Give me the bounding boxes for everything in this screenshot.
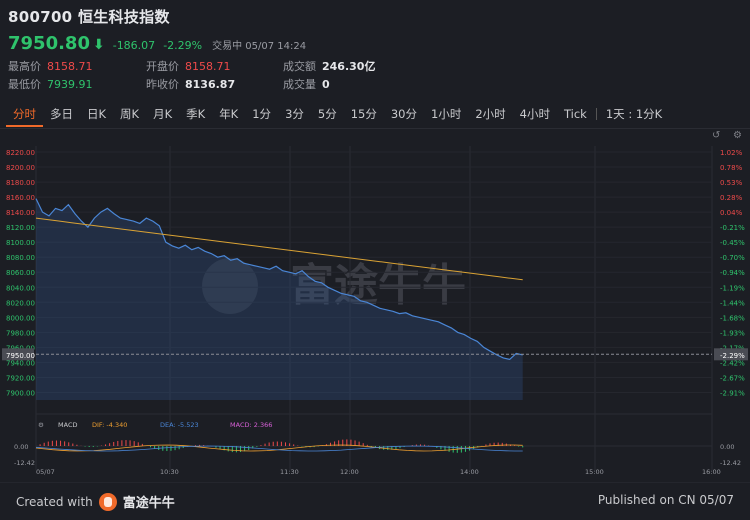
y-tick-right-8: -0.94% xyxy=(720,269,745,277)
y-tick-right-10: -1.44% xyxy=(720,299,745,307)
x-label-3: 12:00 xyxy=(340,468,359,476)
tab-16[interactable]: 1天 : 1分K xyxy=(605,107,663,121)
y-tick-left-10: 8020.00 xyxy=(6,299,35,307)
y-tick-left-16: 7920.00 xyxy=(6,374,35,382)
y-tick-right-5: -0.21% xyxy=(720,224,745,232)
created-with: Created with 富途牛牛 xyxy=(16,492,175,511)
last-price: 7950.80 xyxy=(8,33,90,54)
tab-8[interactable]: 3分 xyxy=(285,107,304,121)
x-label-1: 10:30 xyxy=(160,468,179,476)
y-tick-right-1: 0.78% xyxy=(720,164,743,172)
y-tick-left-4: 8140.00 xyxy=(6,209,35,217)
tab-2[interactable]: 日K xyxy=(87,107,107,121)
y-tick-left-15: 7940.00 xyxy=(6,359,35,367)
y-tick-left-1: 8200.00 xyxy=(6,164,35,172)
y-tick-right-0: 1.02% xyxy=(720,149,743,157)
y-tick-left-14: 7950.00 xyxy=(6,352,35,360)
y-tick-left-8: 8060.00 xyxy=(6,269,35,277)
tab-7[interactable]: 1分 xyxy=(252,107,272,121)
current-price-tag-left xyxy=(2,348,34,361)
x-label-2: 11:30 xyxy=(280,468,299,476)
macd-label-1: DIF: -4.340 xyxy=(92,421,127,429)
y-tick-right-12: -1.93% xyxy=(720,329,745,337)
macd-dea-line xyxy=(35,445,523,452)
y-tick-right-2: 0.53% xyxy=(720,179,743,187)
y-tick-left-7: 8080.00 xyxy=(6,254,35,262)
macd-settings-icon: ⚙ xyxy=(38,421,44,429)
y-tick-right-17: -2.91% xyxy=(720,389,745,397)
tab-3[interactable]: 周K xyxy=(120,107,140,121)
avg-line xyxy=(35,217,523,281)
y-tick-left-9: 8040.00 xyxy=(6,284,35,292)
period-tabs: 分时 多日 日K 周K 月K 季K 年K 1分 3分 5分 15分 30分 1小时 2小时 4小时 Tick 1… xyxy=(6,100,669,128)
tab-12[interactable]: 1小时 xyxy=(431,107,462,121)
stat-high: 最高价 8158.71 xyxy=(8,60,93,73)
tab-15[interactable]: Tick xyxy=(563,107,587,121)
footer: Created with 富途牛牛 Published on CN 05/07 xyxy=(0,482,750,520)
tab-11[interactable]: 30分 xyxy=(390,107,417,121)
price-change: -186.07 xyxy=(112,39,156,52)
tab-4[interactable]: 月K xyxy=(153,107,173,121)
undo-icon[interactable]: ↺ xyxy=(712,130,721,141)
tab-10[interactable]: 15分 xyxy=(350,107,377,121)
brand-name: 富途牛牛 xyxy=(122,496,175,511)
y-tick-right-16: -2.67% xyxy=(720,374,745,382)
y-tick-left-12: 7980.00 xyxy=(6,329,35,337)
macd-label-2: DEA: -5.523 xyxy=(160,421,199,429)
y-tick-left-11: 8000.00 xyxy=(6,314,35,322)
y-tick-right-6: -0.45% xyxy=(720,239,745,247)
macd-y-tick-right-0: 0.00 xyxy=(720,443,734,451)
tab-9[interactable]: 5分 xyxy=(317,107,337,121)
y-tick-right-11: -1.68% xyxy=(720,314,745,322)
y-tick-right-9: -1.19% xyxy=(720,284,745,292)
tab-13[interactable]: 2小时 xyxy=(475,107,506,121)
y-tick-left-0: 8220.00 xyxy=(6,149,35,157)
trading-status: 交易中 05/07 14:24 xyxy=(212,41,307,52)
macd-y-tick-left-0: 0.00 xyxy=(14,443,28,451)
y-tick-left-3: 8160.00 xyxy=(6,194,35,202)
index-title: 800700 恒生科技指数 xyxy=(8,8,170,26)
tab-14[interactable]: 4小时 xyxy=(519,107,550,121)
price-row: 7950.80 ⬇ -186.07 -2.29% 交易中 05/07 14:24 xyxy=(8,33,742,54)
current-price-tag-right xyxy=(714,348,748,361)
y-tick-left-6: 8100.00 xyxy=(6,239,35,247)
x-label-6: 16:00 xyxy=(702,468,721,476)
stat-open: 开盘价 8158.71 xyxy=(146,60,231,73)
stat-turnover: 成交额 246.30亿 xyxy=(283,60,376,73)
y-tick-right-7: -0.70% xyxy=(720,254,745,262)
price-area xyxy=(36,198,523,400)
price-change-pct: -2.29% xyxy=(163,39,203,52)
x-label-5: 15:00 xyxy=(585,468,604,476)
intraday-chart[interactable]: 富途牛牛8220.008200.008180.008160.008140.008… xyxy=(0,138,750,478)
macd-label-0: MACD xyxy=(58,421,77,429)
tab-1[interactable]: 多日 xyxy=(50,107,73,121)
y-tick-right-3: 0.28% xyxy=(720,194,743,202)
published-date: Published on CN 05/07 xyxy=(597,493,734,507)
macd-y-tick-left-1: -12.42 xyxy=(14,459,35,467)
y-tick-left-17: 7900.00 xyxy=(6,389,35,397)
y-tick-left-2: 8180.00 xyxy=(6,179,35,187)
y-tick-right-15: -2.42% xyxy=(720,359,745,367)
x-label-4: 14:00 xyxy=(460,468,479,476)
tab-5[interactable]: 季K xyxy=(186,107,206,121)
quote-header: 800700 恒生科技指数 7950.80 ⬇ -186.07 -2.29% 交… xyxy=(8,6,742,54)
macd-y-tick-right-1: -12.42 xyxy=(720,459,741,467)
y-tick-left-5: 8120.00 xyxy=(6,224,35,232)
y-tick-right-4: 0.04% xyxy=(720,209,743,217)
stat-prev-close: 昨收价 8136.87 xyxy=(146,78,236,91)
x-label-0: 05/07 xyxy=(36,468,55,476)
futu-logo-icon xyxy=(98,492,117,511)
tab-0[interactable]: 分时 xyxy=(6,101,43,127)
tabs-divider xyxy=(0,128,750,129)
tab-separator xyxy=(595,108,597,120)
settings-icon[interactable]: ⚙ xyxy=(733,130,742,141)
stat-low: 最低价 7939.91 xyxy=(8,78,93,91)
stat-volume: 成交量 0 xyxy=(283,78,330,91)
price-line xyxy=(35,198,523,361)
down-arrow-icon: ⬇ xyxy=(92,37,105,53)
tab-6[interactable]: 年K xyxy=(219,107,239,121)
macd-label-3: MACD: 2.366 xyxy=(230,421,272,429)
y-tick-right-14: -2.29% xyxy=(720,352,745,360)
